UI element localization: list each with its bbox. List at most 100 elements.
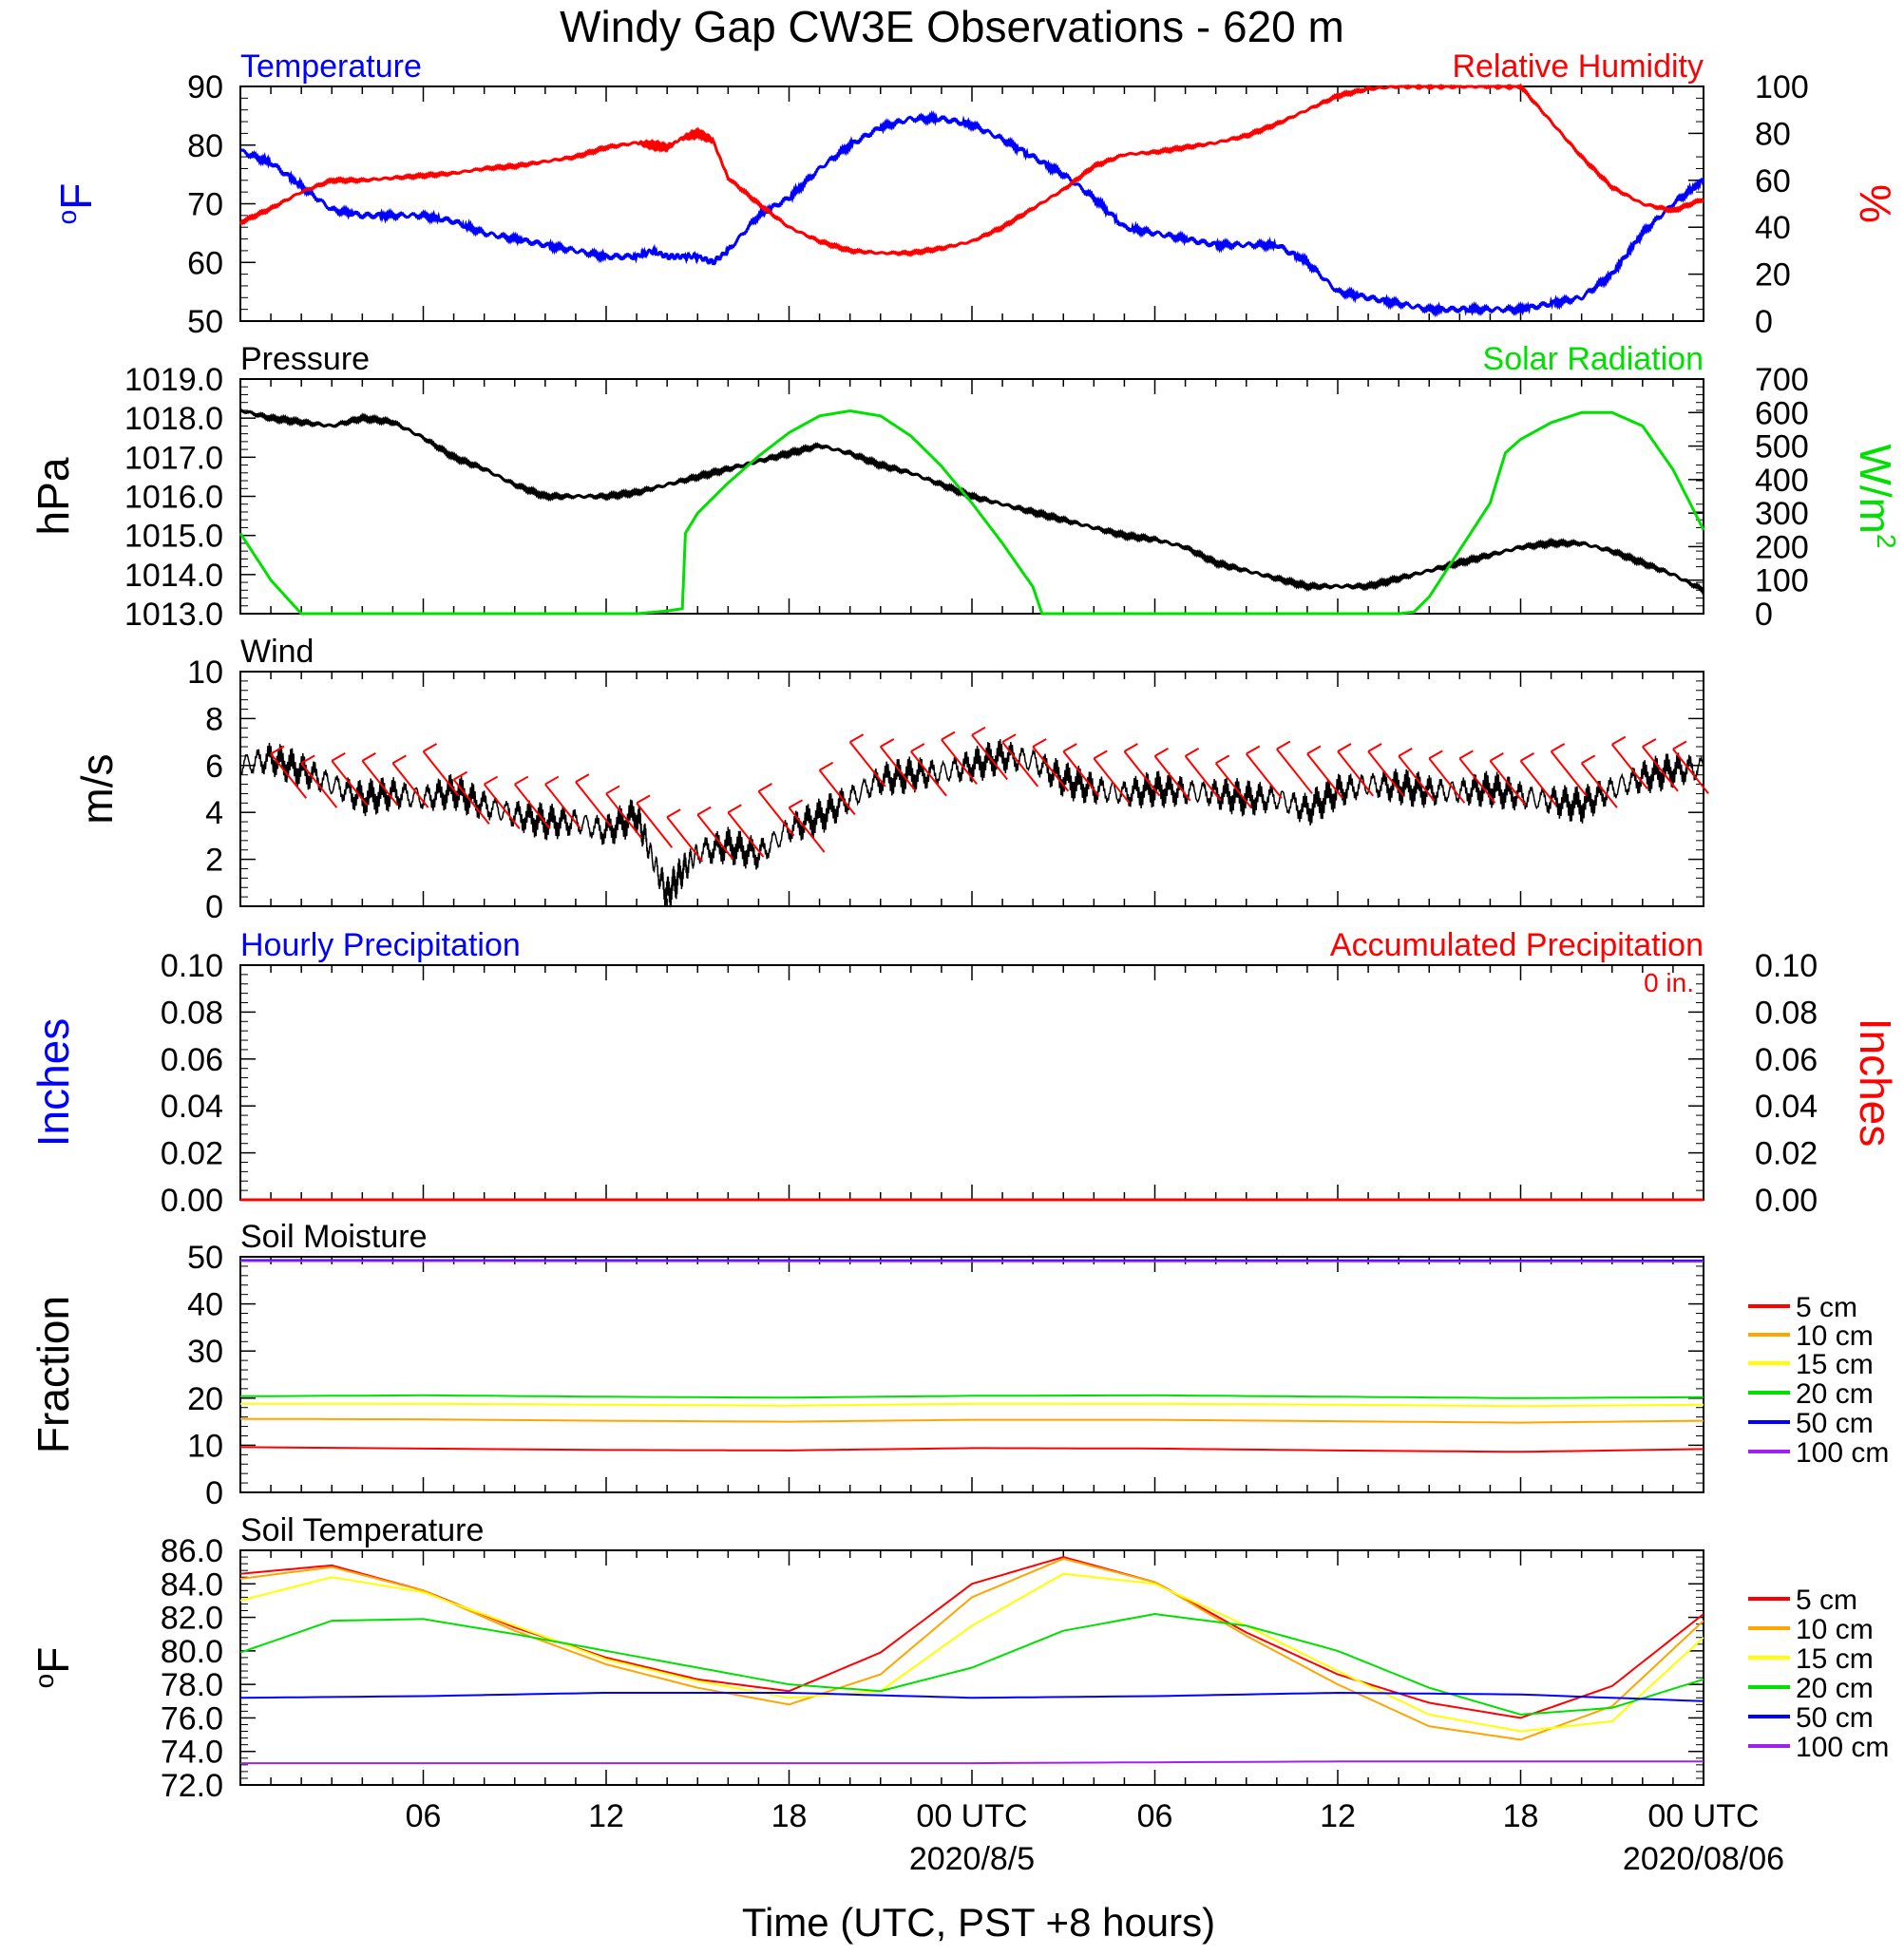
wind-barb-flag	[453, 770, 468, 781]
wind-barb	[361, 760, 399, 807]
legend-label: 20 cm	[1796, 1378, 1874, 1410]
y-tick-label: 50	[187, 304, 223, 340]
panel-precipitation: 0.10 0.08 0.06 0.04 0.02 0.00 0.10 0.08 0.06 0.04…	[29, 927, 1900, 1219]
y-tick-label: 78.0	[161, 1667, 223, 1703]
wind-barb	[848, 741, 886, 788]
wind-barb	[1184, 755, 1222, 802]
wind-barb-flag	[300, 754, 315, 765]
wind-barb	[1337, 750, 1374, 797]
wind-barb-flag	[1672, 740, 1687, 750]
wind-barb-flag	[1398, 748, 1413, 757]
wind-barb-flag	[1458, 750, 1474, 760]
wind-barb	[1032, 746, 1070, 792]
y-axis-title-left: Inches	[29, 1018, 78, 1148]
wind-barb	[788, 807, 826, 853]
wind-barb-flag	[971, 726, 986, 736]
legend-label: 100 cm	[1796, 1732, 1889, 1763]
series-line-pressure	[238, 408, 1705, 596]
wind-barb-flag	[1276, 740, 1291, 750]
y-tick-label: 84.0	[161, 1566, 223, 1603]
wind-barb	[391, 762, 429, 808]
wind-barb	[331, 760, 369, 807]
wind-barb	[971, 734, 1008, 781]
wind-barb-flag	[270, 745, 285, 755]
wind-barb	[1398, 755, 1436, 802]
y-tick-label: 0.06	[161, 1042, 223, 1078]
wind-barb	[1214, 762, 1252, 808]
wind-barb	[575, 781, 612, 827]
y-tick-label: 76.0	[161, 1700, 223, 1737]
y-tick-label: 70	[187, 187, 223, 223]
y2-tick-label: 300	[1755, 496, 1809, 532]
x-tick-label: 06	[1137, 1798, 1173, 1834]
legend-label: 100 cm	[1796, 1437, 1889, 1469]
y-tick-label: 1017.0	[124, 440, 223, 476]
series-line-wind-speed	[239, 739, 1704, 908]
wind-barb-flag	[1551, 743, 1566, 752]
y-tick-label: 1018.0	[124, 401, 223, 437]
x-tick-label: 18	[771, 1798, 808, 1834]
wind-barb-flag	[514, 775, 529, 786]
plot-frame	[239, 1256, 1704, 1493]
plot-frame	[239, 85, 1704, 322]
series-line-15-cm	[240, 1402, 1704, 1408]
y-tick-label: 0.04	[161, 1089, 223, 1125]
y-tick-label: 0	[205, 889, 223, 925]
y2-tick-label: 200	[1755, 529, 1809, 565]
wind-barb	[727, 811, 765, 858]
y-tick-label: 80	[187, 128, 223, 164]
wind-barb-flag	[391, 754, 407, 765]
plot-frame	[239, 964, 1704, 1201]
wind-barb	[1610, 743, 1648, 789]
wind-barb-flag	[789, 799, 803, 809]
wind-barb-flag	[1001, 733, 1017, 743]
wind-barb	[1672, 748, 1709, 794]
wind-barb	[605, 792, 642, 839]
y-tick-label: 74.0	[161, 1735, 223, 1771]
wind-barb	[422, 750, 460, 797]
wind-barb-flag	[1520, 751, 1534, 762]
wind-barb-flag	[1306, 745, 1322, 755]
y2-tick-label: 0.00	[1755, 1183, 1818, 1219]
panel-title-left: Hourly Precipitation	[240, 927, 521, 963]
wind-barb-flag	[636, 794, 651, 805]
legend-label: 15 cm	[1796, 1349, 1874, 1380]
y-tick-label: 60	[187, 245, 223, 281]
y-tick-label: 0.02	[161, 1136, 223, 1172]
series-line-10-cm	[239, 1417, 1704, 1424]
y-tick-label: 8	[205, 701, 223, 737]
wind-barb-flag	[1337, 743, 1352, 752]
wind-barb-flag	[575, 773, 590, 783]
wind-barb	[513, 783, 551, 829]
wind-barb	[757, 790, 795, 837]
y-axis-title-left: Fraction	[29, 1296, 78, 1453]
y-tick-label: 10	[187, 655, 223, 691]
y-tick-label: 0	[205, 1475, 223, 1511]
wind-barb	[941, 739, 978, 786]
wind-barb	[270, 752, 308, 799]
legend-label: 50 cm	[1796, 1702, 1874, 1734]
wind-barb-flag	[727, 804, 742, 814]
wind-barb-flag	[544, 775, 560, 786]
wind-barb	[1519, 760, 1557, 807]
y2-tick-label: 20	[1755, 257, 1791, 294]
series-line-20-cm	[239, 1612, 1704, 1716]
wind-barb	[1062, 750, 1100, 797]
legend-label: 10 cm	[1796, 1614, 1874, 1645]
y-tick-label: 30	[187, 1334, 223, 1370]
wind-barb-flag	[1185, 748, 1200, 757]
series-line-5-cm	[239, 1446, 1704, 1453]
y-tick-label: 0.10	[161, 948, 223, 984]
wind-barb	[544, 783, 581, 829]
legend-label: 10 cm	[1796, 1320, 1874, 1352]
wind-barb-flag	[941, 731, 956, 741]
panel-title-left: Soil Temperature	[240, 1512, 484, 1548]
x-tick-label: 18	[1503, 1798, 1539, 1834]
y-axis-title-right: Inches	[1851, 1018, 1900, 1148]
y-axis-title-right: %	[1851, 184, 1900, 223]
wind-barb	[483, 783, 521, 829]
series-line-15-cm	[239, 1572, 1704, 1733]
wind-barb	[1458, 757, 1496, 804]
